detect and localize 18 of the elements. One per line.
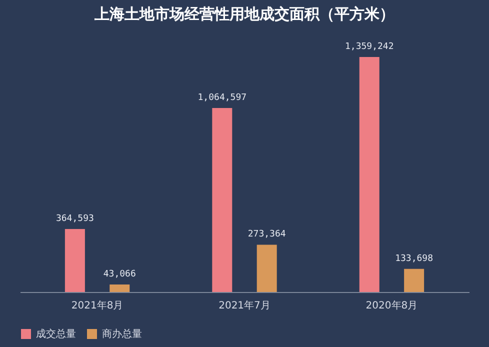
data-label: 364,593 bbox=[56, 214, 94, 224]
bar bbox=[404, 268, 424, 292]
bar bbox=[64, 228, 85, 292]
x-tick-label: 2021年8月 bbox=[71, 300, 124, 312]
data-label: 1,064,597 bbox=[198, 92, 247, 103]
bar bbox=[212, 108, 232, 292]
legend-label: 成交总量 bbox=[36, 328, 76, 340]
bar bbox=[256, 244, 277, 292]
data-label: 1,359,242 bbox=[344, 42, 394, 52]
legend-label: 商办总量 bbox=[102, 328, 142, 340]
data-label: 133,698 bbox=[395, 254, 434, 264]
x-tick-label: 2020年8月 bbox=[366, 300, 418, 312]
x-tick-label: 2021年7月 bbox=[218, 300, 270, 312]
bar bbox=[110, 284, 130, 292]
chart-title: 上海土地市场经营性用地成交面积（平方米） bbox=[94, 5, 394, 24]
data-label: 43,066 bbox=[103, 270, 136, 280]
data-label: 273,364 bbox=[248, 230, 286, 240]
bar bbox=[359, 57, 380, 292]
